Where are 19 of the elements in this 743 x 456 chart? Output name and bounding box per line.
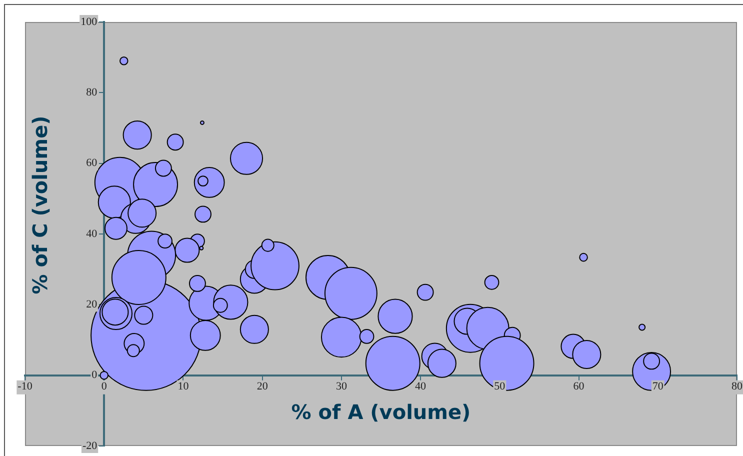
x-tick-label: -10 [18, 380, 33, 393]
x-tick-label: 30 [336, 380, 348, 393]
x-axis-title: % of A (volume) [291, 400, 471, 424]
y-tick-label: 0 [92, 369, 98, 382]
x-tick-label: 10 [178, 380, 190, 393]
y-tick-label: 20 [86, 298, 98, 311]
x-tick-label: 20 [256, 380, 268, 393]
y-tick-label: 40 [86, 228, 98, 240]
x-tick-label: 80 [732, 380, 743, 393]
y-tick-label: 60 [86, 157, 98, 170]
y-axis-title: % of C (volume) [28, 116, 52, 294]
x-tick-label: 70 [652, 380, 664, 393]
x-tick-label: 0 [101, 380, 108, 393]
y-tick-label: -20 [82, 440, 98, 452]
x-tick-label: 40 [415, 380, 427, 393]
y-tick-label: 100 [80, 16, 98, 28]
x-tick-label: 60 [573, 380, 585, 393]
x-tick-label: 50 [494, 380, 506, 393]
y-tick-label: 80 [86, 86, 98, 99]
